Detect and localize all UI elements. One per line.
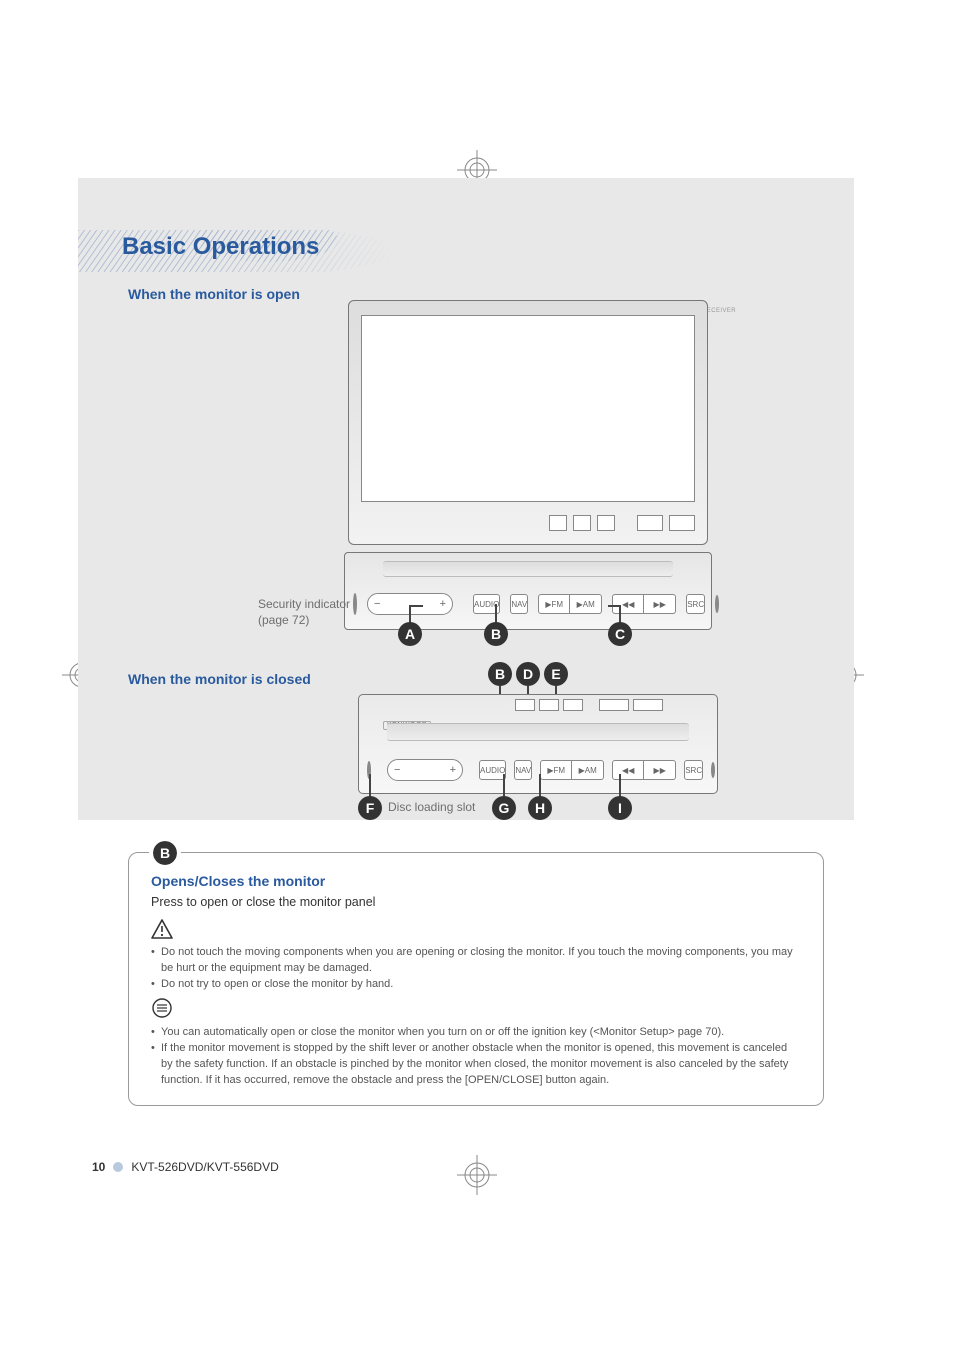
- fm-button: ▶FM: [540, 760, 572, 780]
- bezel-button: [597, 515, 615, 531]
- leader-line: [619, 774, 621, 797]
- top-button: [599, 699, 629, 711]
- info-heading: Opens/Closes the monitor: [151, 873, 801, 889]
- console-panel: −+ AUDIO NAV ▶FM ▶AM ◀◀ ▶▶ SRC: [353, 585, 703, 623]
- bezel-button: [549, 515, 567, 531]
- volume-minus: −: [394, 764, 400, 776]
- disc-slot-closed: [387, 723, 689, 741]
- section-closed-heading: When the monitor is closed: [128, 671, 311, 687]
- tuner-buttons: ▶FM ▶AM: [538, 594, 602, 614]
- diagram-monitor-closed: KENWOOD −+ AUDIO NAV ▶FM ▶AM ◀◀ ▶▶ SRC: [358, 694, 718, 794]
- callout-i: I: [608, 796, 632, 820]
- leader-line: [503, 774, 505, 797]
- leader-line: [369, 774, 371, 797]
- page-footer: 10 KVT-526DVD/KVT-556DVD: [92, 1160, 279, 1174]
- warning-list: Do not touch the moving components when …: [151, 945, 801, 993]
- page-number: 10: [92, 1160, 105, 1174]
- reset-ring-icon: [711, 762, 715, 778]
- next-button: ▶▶: [644, 760, 676, 780]
- seek-buttons: ◀◀ ▶▶: [612, 760, 676, 780]
- disc-slot: [383, 561, 673, 577]
- callout-b2: B: [488, 662, 512, 686]
- note-icon: [151, 997, 173, 1019]
- src-button: SRC: [684, 760, 703, 780]
- page-title: Basic Operations: [122, 233, 319, 261]
- monitor-bezel: [348, 300, 708, 545]
- closed-top-buttons: [369, 699, 707, 717]
- leader-line: [409, 605, 423, 607]
- info-lead: Press to open or close the monitor panel: [151, 895, 801, 909]
- disc-slot-label: Disc loading slot: [388, 800, 475, 814]
- note-list: You can automatically open or close the …: [151, 1025, 801, 1089]
- next-button: ▶▶: [644, 594, 676, 614]
- security-indicator-page: (page 72): [258, 613, 309, 627]
- top-button: [563, 699, 583, 711]
- diagram-monitor-open: −+ AUDIO NAV ▶FM ▶AM ◀◀ ▶▶ SRC: [348, 300, 708, 630]
- callout-e: E: [544, 662, 568, 686]
- top-button: [515, 699, 535, 711]
- bezel-button: [669, 515, 695, 531]
- volume-rocker: −+: [387, 759, 463, 781]
- footer-dot-icon: [113, 1162, 123, 1172]
- callout-c: C: [608, 622, 632, 646]
- callout-f: F: [358, 796, 382, 820]
- security-indicator-text: Security indicator: [258, 597, 350, 611]
- leader-line: [409, 605, 411, 623]
- seek-buttons: ◀◀ ▶▶: [612, 594, 676, 614]
- src-button: SRC: [686, 594, 705, 614]
- note-item: If the monitor movement is stopped by th…: [151, 1041, 801, 1089]
- top-button: [539, 699, 559, 711]
- callout-h: H: [528, 796, 552, 820]
- section-open-heading: When the monitor is open: [128, 286, 300, 302]
- callout-b: B: [484, 622, 508, 646]
- bezel-button-row: [361, 508, 695, 538]
- security-indicator-label: Security indicator (page 72): [258, 596, 378, 628]
- callout-d: D: [516, 662, 540, 686]
- nav-button: NAV: [510, 594, 528, 614]
- warning-item: Do not try to open or close the monitor …: [151, 977, 801, 993]
- volume-plus: +: [440, 598, 446, 610]
- leader-line: [608, 605, 620, 607]
- bezel-button: [637, 515, 663, 531]
- leader-line: [539, 774, 541, 797]
- closed-panel: −+ AUDIO NAV ▶FM ▶AM ◀◀ ▶▶ SRC: [367, 753, 709, 787]
- volume-plus: +: [450, 764, 456, 776]
- info-tab-callout: B: [153, 841, 177, 865]
- nav-button: NAV: [514, 760, 532, 780]
- prev-button: ◀◀: [612, 760, 644, 780]
- leader-line: [619, 605, 621, 623]
- warning-icon: [151, 919, 173, 939]
- prev-button: ◀◀: [612, 594, 644, 614]
- leader-line: [495, 604, 497, 623]
- callout-g: G: [492, 796, 516, 820]
- am-button: ▶AM: [570, 594, 602, 614]
- note-item: You can automatically open or close the …: [151, 1025, 801, 1041]
- console: −+ AUDIO NAV ▶FM ▶AM ◀◀ ▶▶ SRC: [344, 552, 712, 630]
- callout-a: A: [398, 622, 422, 646]
- monitor-screen: [361, 315, 695, 502]
- top-button: [633, 699, 663, 711]
- bezel-button: [573, 515, 591, 531]
- fm-button: ▶FM: [538, 594, 570, 614]
- warning-item: Do not touch the moving components when …: [151, 945, 801, 977]
- info-box: B Opens/Closes the monitor Press to open…: [128, 852, 824, 1106]
- tuner-buttons: ▶FM ▶AM: [540, 760, 604, 780]
- am-button: ▶AM: [572, 760, 604, 780]
- page-content: Basic Operations When the monitor is ope…: [78, 178, 854, 1178]
- footer-model: KVT-526DVD/KVT-556DVD: [131, 1160, 278, 1174]
